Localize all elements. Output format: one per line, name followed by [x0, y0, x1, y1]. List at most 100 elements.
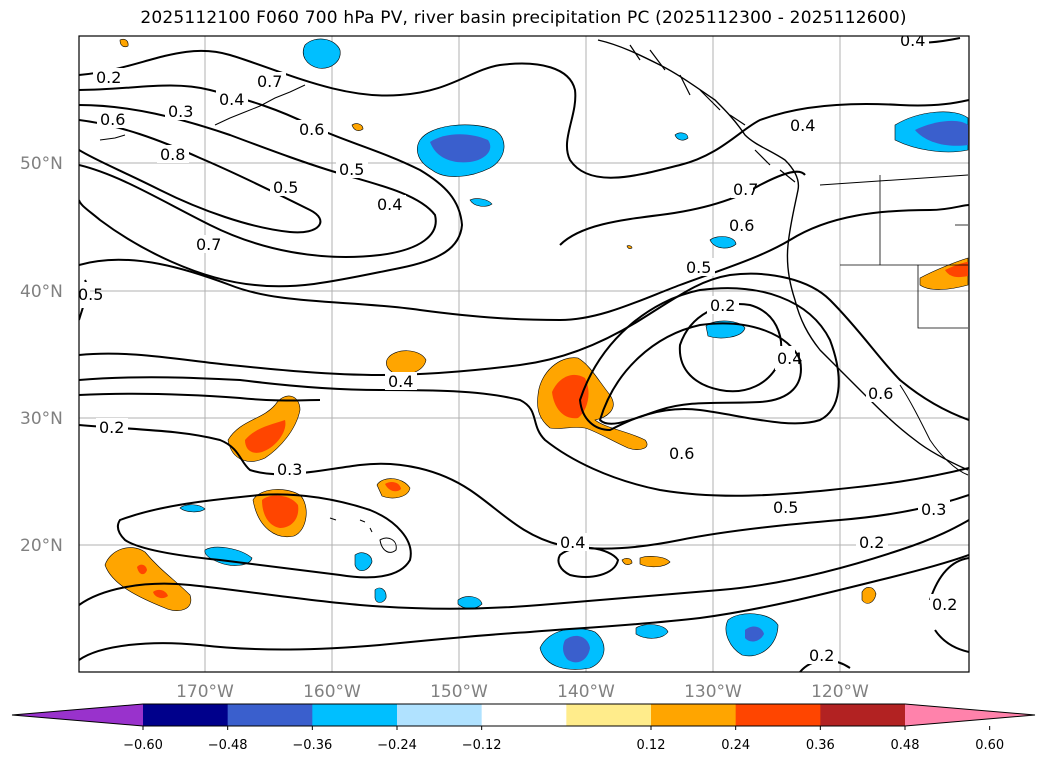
svg-text:0.4: 0.4	[560, 533, 585, 552]
lat-label: 40°N	[20, 282, 63, 302]
colorbar-tick-label: 0.60	[975, 738, 1004, 753]
colorbar-tick-label: −0.24	[377, 738, 417, 753]
svg-text:0.2: 0.2	[859, 533, 884, 552]
contour-label: 0.3	[274, 460, 306, 479]
svg-text:0.2: 0.2	[710, 296, 735, 315]
svg-text:0.6: 0.6	[669, 444, 694, 463]
contour-label: 0.2	[93, 68, 125, 87]
svg-text:0.4: 0.4	[377, 195, 402, 214]
svg-text:0.4: 0.4	[790, 116, 815, 135]
contour-label: 0.3	[165, 102, 197, 121]
colorbar-tick-label: 0.24	[721, 738, 750, 753]
contour-label: 0.4	[897, 31, 929, 50]
colorbar-segment	[227, 704, 313, 726]
colorbar-tick-label: −0.60	[123, 738, 163, 753]
map-title: 2025112100 F060 700 hPa PV, river basin …	[140, 8, 907, 28]
colorbar: −0.60 −0.48 −0.36 −0.24 −0.12 0.12 0.24 0.36 0.4…	[11, 703, 1036, 753]
contour-label: 0.5	[683, 258, 715, 277]
precipitation-shading	[104, 38, 969, 670]
longitude-labels: 170°W 160°W 150°W 140°W 130°W 120°W	[176, 682, 869, 702]
contour-label: 0.2	[707, 296, 739, 315]
colorbar-segment	[566, 704, 652, 726]
contour-label: 0.4	[787, 116, 819, 135]
contour-label: 0.2	[930, 594, 957, 616]
svg-text:0.2: 0.2	[96, 68, 121, 87]
contour-label: 0.5	[78, 282, 103, 308]
lat-label: 20°N	[20, 536, 63, 556]
svg-text:0.5: 0.5	[686, 258, 711, 277]
colorbar-segment	[651, 704, 737, 726]
svg-text:0.7: 0.7	[196, 235, 221, 254]
contour-label: 0.4	[216, 90, 248, 109]
svg-text:0.4: 0.4	[388, 372, 413, 391]
contour-label: 0.4	[385, 372, 417, 391]
svg-text:0.5: 0.5	[78, 285, 103, 304]
colorbar-segment	[481, 704, 567, 726]
colorbar-segment	[397, 704, 483, 726]
colorbar-extend-min	[12, 704, 143, 726]
svg-text:0.3: 0.3	[168, 102, 193, 121]
svg-text:0.2: 0.2	[809, 646, 834, 665]
contour-label: 0.4	[374, 195, 406, 214]
lon-label: 150°W	[430, 682, 488, 702]
contour-label: 0.5	[270, 178, 302, 197]
svg-text:0.6: 0.6	[299, 120, 324, 139]
svg-text:0.6: 0.6	[868, 384, 893, 403]
contour-label: 0.5	[336, 160, 368, 179]
contour-label: 0.7	[731, 180, 758, 199]
svg-text:0.7: 0.7	[257, 72, 282, 91]
colorbar-tick-label: −0.12	[462, 738, 502, 753]
colorbar-tick-label: 0.48	[891, 738, 920, 753]
svg-text:0.4: 0.4	[900, 31, 925, 50]
contour-label: 0.5	[770, 498, 802, 517]
svg-text:0.5: 0.5	[773, 498, 798, 517]
lon-label: 130°W	[684, 682, 742, 702]
svg-text:0.6: 0.6	[729, 216, 754, 235]
svg-text:0.4: 0.4	[777, 349, 802, 368]
lon-label: 120°W	[811, 682, 869, 702]
contour-label: 0.2	[96, 418, 128, 437]
plot-background	[79, 36, 969, 672]
contour-label: 0.6	[296, 120, 328, 139]
colorbar-segment	[735, 704, 821, 726]
lon-label: 140°W	[557, 682, 615, 702]
contour-label: 0.6	[97, 110, 129, 129]
svg-text:0.3: 0.3	[277, 460, 302, 479]
contour-label: 0.7	[254, 72, 286, 91]
svg-text:0.2: 0.2	[932, 595, 957, 614]
latitude-labels: 50°N 40°N 30°N 20°N	[20, 154, 63, 556]
contour-label: 0.2	[856, 533, 888, 552]
colorbar-tick-label: 0.36	[806, 738, 835, 753]
contour-label: 0.8	[157, 145, 189, 164]
svg-text:0.5: 0.5	[273, 178, 298, 197]
lon-label: 170°W	[176, 682, 234, 702]
colorbar-segment	[312, 704, 398, 726]
svg-text:0.3: 0.3	[921, 500, 946, 519]
plot-frame	[78, 35, 970, 673]
colorbar-segment	[820, 704, 906, 726]
contour-label: 0.6	[866, 384, 894, 403]
contour-label-layer: 0.2 0.3 0.4 0.6 0.8 0.7 0.5 0.4 0.7 0.5 …	[78, 31, 957, 665]
colorbar-extend-max	[905, 704, 1035, 726]
svg-text:0.2: 0.2	[99, 418, 124, 437]
svg-text:0.8: 0.8	[160, 145, 185, 164]
contour-label: 0.6	[726, 216, 758, 235]
contour-label: 0.4	[775, 346, 802, 370]
svg-text:0.6: 0.6	[100, 110, 125, 129]
contour-label: 0.3	[918, 500, 950, 519]
colorbar-tick-label: 0.12	[637, 738, 666, 753]
contour-label: 0.4	[557, 533, 589, 552]
colorbar-tick-label: −0.36	[292, 738, 332, 753]
contour-label: 0.2	[806, 646, 838, 665]
svg-text:0.7: 0.7	[733, 180, 758, 199]
lat-label: 50°N	[20, 154, 63, 174]
gridlines	[79, 36, 969, 672]
colorbar-segment	[143, 704, 229, 726]
contour-label: 0.7	[193, 235, 225, 254]
contour-label: 0.6	[666, 444, 698, 463]
lat-label: 30°N	[20, 409, 63, 429]
colorbar-tick-label: −0.48	[208, 738, 248, 753]
svg-text:0.5: 0.5	[339, 160, 364, 179]
svg-text:0.4: 0.4	[219, 90, 244, 109]
